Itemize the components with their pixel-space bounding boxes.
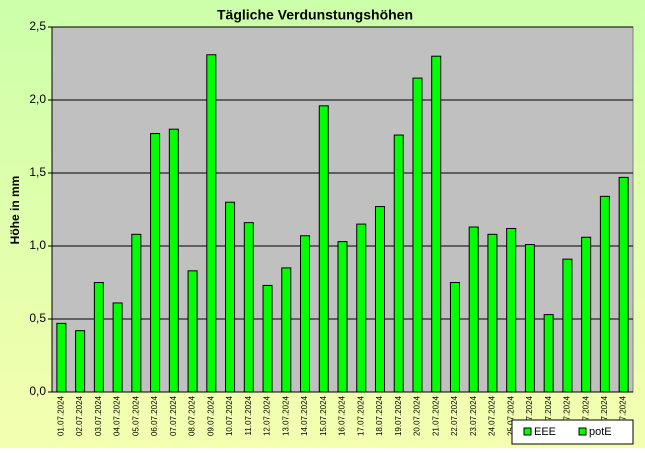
bar [468,226,479,393]
bar [262,284,273,393]
x-tick-label: 22.07.2024 [450,395,459,436]
y-tick-label: 0,5 [29,311,46,325]
bar [524,244,535,393]
x-tick-label: 24.07.2024 [488,395,497,436]
x-tick-label: 10.07.2024 [225,395,234,436]
bar [487,233,498,393]
bar [412,77,423,393]
x-tick-label: 18.07.2024 [375,395,384,436]
bar [243,222,254,393]
x-tick-label: 07.07.2024 [169,395,178,436]
x-tick-label: 27.07.2024 [544,395,553,436]
x-tick-label: 03.07.2024 [94,395,103,436]
bar [374,206,385,393]
x-tick-label: 26.07.2024 [525,395,534,436]
x-tick-label: 01.07.2024 [56,395,65,436]
x-tick-label: 14.07.2024 [300,395,309,436]
y-tick-label: 2,0 [29,92,46,106]
bar [187,270,198,393]
bar [393,134,404,393]
x-tick-label: 29.07.2024 [581,395,590,436]
legend-box [511,419,634,445]
x-tick-label: 09.07.2024 [206,395,215,436]
bar [318,105,329,393]
bar [431,55,442,393]
bar [543,314,554,393]
bar [300,235,311,393]
legend-swatch [578,427,587,436]
x-tick-label: 13.07.2024 [281,395,290,436]
bar [449,282,460,393]
x-tick-label: 08.07.2024 [188,395,197,436]
x-tick-label: 05.07.2024 [131,395,140,436]
y-tick-label: 1,0 [29,238,46,252]
bar [168,128,179,393]
x-tick-label: 17.07.2024 [356,395,365,436]
x-tick-label: 12.07.2024 [263,395,272,436]
bar [581,236,592,393]
legend-label: EEE [534,426,556,438]
bar [206,54,217,393]
x-tick-label: 02.07.2024 [75,395,84,436]
x-tick-label: 20.07.2024 [413,395,422,436]
bar [599,195,610,393]
bar [281,267,292,393]
x-tick-label: 21.07.2024 [431,395,440,436]
bar [356,223,367,393]
x-tick-label: 23.07.2024 [469,395,478,436]
bar [112,302,123,393]
legend-label: potE [589,426,612,438]
bar [150,133,161,393]
x-tick-label: 19.07.2024 [394,395,403,436]
bar [225,201,236,393]
bar [93,282,104,393]
x-tick-label: 04.07.2024 [113,395,122,436]
x-tick-label: 15.07.2024 [319,395,328,436]
bar [131,233,142,393]
bar [75,330,86,393]
chart-title: Tägliche Verdunstungshöhen [217,7,413,23]
x-tick-label: 25.07.2024 [506,395,515,436]
bar [618,176,629,393]
x-tick-label: 28.07.2024 [563,395,572,436]
x-tick-label: 16.07.2024 [338,395,347,436]
legend-swatch [523,427,532,436]
bar [506,227,517,393]
y-tick-label: 1,5 [29,165,46,179]
y-tick-label: 2,5 [29,19,46,33]
y-tick-label: 0,0 [29,384,46,398]
bar [337,241,348,393]
x-tick-label: 11.07.2024 [244,395,253,435]
y-axis-label: Höhe in mm [8,176,22,245]
x-tick-label: 30.07.2024 [600,395,609,436]
x-tick-label: 06.07.2024 [150,395,159,436]
bar [562,258,573,393]
x-tick-label: 31.07.2024 [619,395,628,436]
bar [56,322,67,393]
